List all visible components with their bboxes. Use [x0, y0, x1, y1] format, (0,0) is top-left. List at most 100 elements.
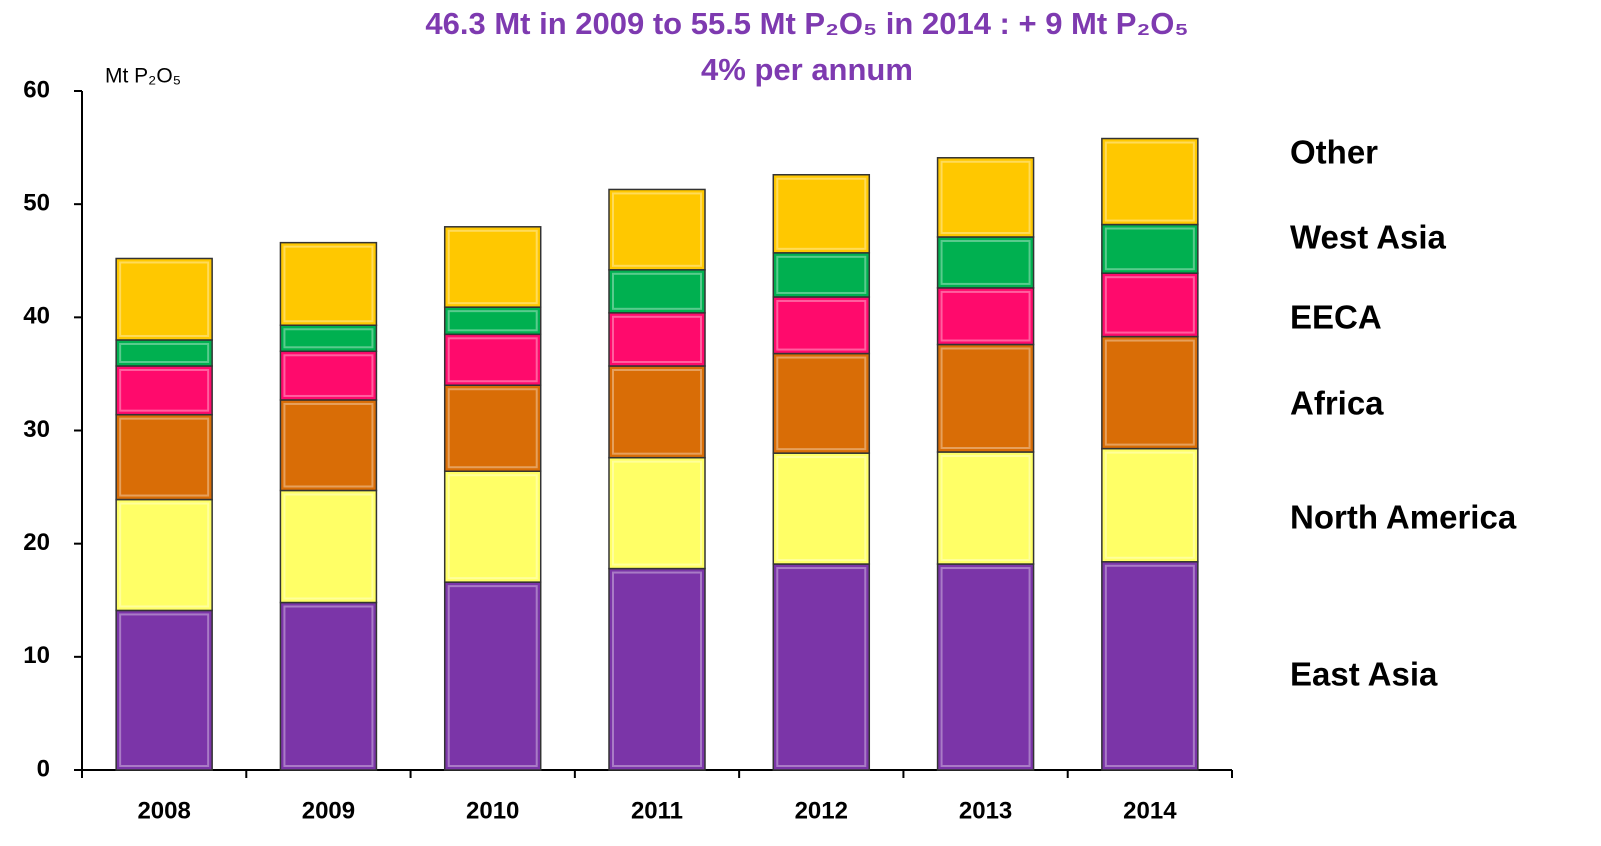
y-tick-label: 50 — [23, 190, 50, 217]
bar-segment — [115, 413, 213, 501]
bar-segment — [772, 252, 871, 298]
bar-bevel — [940, 455, 1031, 562]
bar-bevel — [283, 245, 374, 323]
bar-segment — [608, 269, 706, 314]
bar-segment — [772, 452, 871, 565]
x-tick-label: 2013 — [959, 797, 1012, 824]
bar-segment — [1101, 335, 1199, 450]
bar-segment — [279, 350, 378, 401]
bar-segment — [1101, 447, 1199, 563]
y-tick-label: 0 — [37, 755, 50, 782]
bar-bevel — [447, 229, 538, 305]
bar-bevel — [776, 567, 867, 768]
bar-segment — [115, 365, 213, 416]
bar-bevel — [612, 571, 702, 768]
bar-segment — [443, 384, 542, 472]
bar-bevel — [1104, 276, 1195, 334]
bar-segment — [936, 451, 1035, 565]
bar-bevel — [283, 605, 374, 767]
bar-segment — [279, 399, 378, 492]
bar-bevel — [119, 502, 210, 608]
bar-segment — [772, 563, 871, 771]
bar-segment — [936, 157, 1035, 238]
y-tick-label: 30 — [23, 416, 50, 443]
bar-segment — [279, 601, 378, 771]
bar-segment — [115, 609, 213, 771]
x-tick-label: 2008 — [137, 797, 190, 824]
bar-bevel — [447, 474, 538, 580]
bar-bevel — [940, 347, 1031, 450]
bar-bevel — [612, 460, 702, 566]
bar-segment — [1101, 223, 1199, 274]
legend-label: Other — [1290, 134, 1378, 171]
bar-bevel — [447, 310, 538, 332]
bar-bevel — [119, 417, 210, 497]
y-axis-label: Mt P₂O₅ — [105, 65, 181, 88]
bar-segment — [608, 312, 706, 367]
x-tick-label: 2009 — [302, 797, 355, 824]
bar-segment — [115, 498, 213, 612]
bar-segment — [1101, 272, 1199, 338]
legend-label: Africa — [1290, 385, 1384, 422]
bar-segment — [772, 352, 871, 454]
chart-subtitle: 4% per annum — [701, 52, 913, 87]
y-tick-label: 60 — [23, 76, 50, 103]
bar-bevel — [940, 239, 1031, 285]
bar-bevel — [119, 342, 210, 363]
bar-segment — [1101, 137, 1199, 226]
bar-segment — [115, 257, 213, 341]
bar-bevel — [1104, 141, 1195, 222]
x-tick-label: 2014 — [1123, 797, 1177, 824]
bar-bevel — [447, 585, 538, 767]
legend-label: West Asia — [1290, 219, 1447, 256]
bar-segment — [608, 365, 706, 459]
bar-bevel — [776, 356, 867, 451]
bar-bevel — [283, 493, 374, 600]
y-tick-label: 20 — [23, 529, 50, 556]
bar-segment — [936, 343, 1035, 453]
bar-segment — [772, 173, 871, 254]
bar-bevel — [119, 368, 210, 412]
bar-segment — [443, 470, 542, 583]
bar-bevel — [776, 177, 867, 250]
bar-bevel — [776, 299, 867, 351]
bar-segment — [443, 581, 542, 771]
y-tick-label: 10 — [23, 642, 50, 669]
bar-segment — [1101, 561, 1199, 771]
x-tick-label: 2012 — [795, 797, 848, 824]
bar-bevel — [119, 613, 210, 767]
bar-bevel — [1104, 339, 1195, 446]
bar-bevel — [283, 354, 374, 397]
bar-segment — [608, 567, 706, 771]
bar-bevel — [447, 388, 538, 469]
bar-segment — [608, 188, 706, 271]
bar-bevel — [119, 261, 210, 337]
bar-bevel — [612, 192, 702, 267]
bar-bevel — [1104, 564, 1195, 767]
bar-bevel — [612, 368, 702, 455]
bar-bevel — [612, 272, 702, 310]
bar-bevel — [283, 328, 374, 349]
bar-segment — [608, 456, 706, 570]
legend-label: EECA — [1290, 299, 1382, 336]
bar-segment — [279, 241, 378, 327]
bar-bevel — [940, 567, 1031, 768]
legend-label: North America — [1290, 499, 1517, 536]
bar-segment — [772, 296, 871, 355]
bar-segment — [279, 324, 378, 353]
bar-segment — [443, 306, 542, 336]
bar-bevel — [940, 160, 1031, 234]
chart-title: 46.3 Mt in 2009 to 55.5 Mt P₂O₅ in 2014 … — [425, 6, 1188, 41]
bar-bevel — [1104, 451, 1195, 559]
bar-bevel — [776, 456, 867, 562]
bar-bevel — [447, 337, 538, 383]
bar-bevel — [612, 315, 702, 363]
x-tick-label: 2010 — [466, 797, 519, 824]
bar-segment — [443, 333, 542, 386]
y-tick-label: 40 — [23, 303, 50, 330]
bar-bevel — [1104, 227, 1195, 271]
legend-label: East Asia — [1290, 656, 1438, 693]
x-tick-label: 2011 — [631, 797, 683, 824]
bar-segment — [936, 563, 1035, 771]
